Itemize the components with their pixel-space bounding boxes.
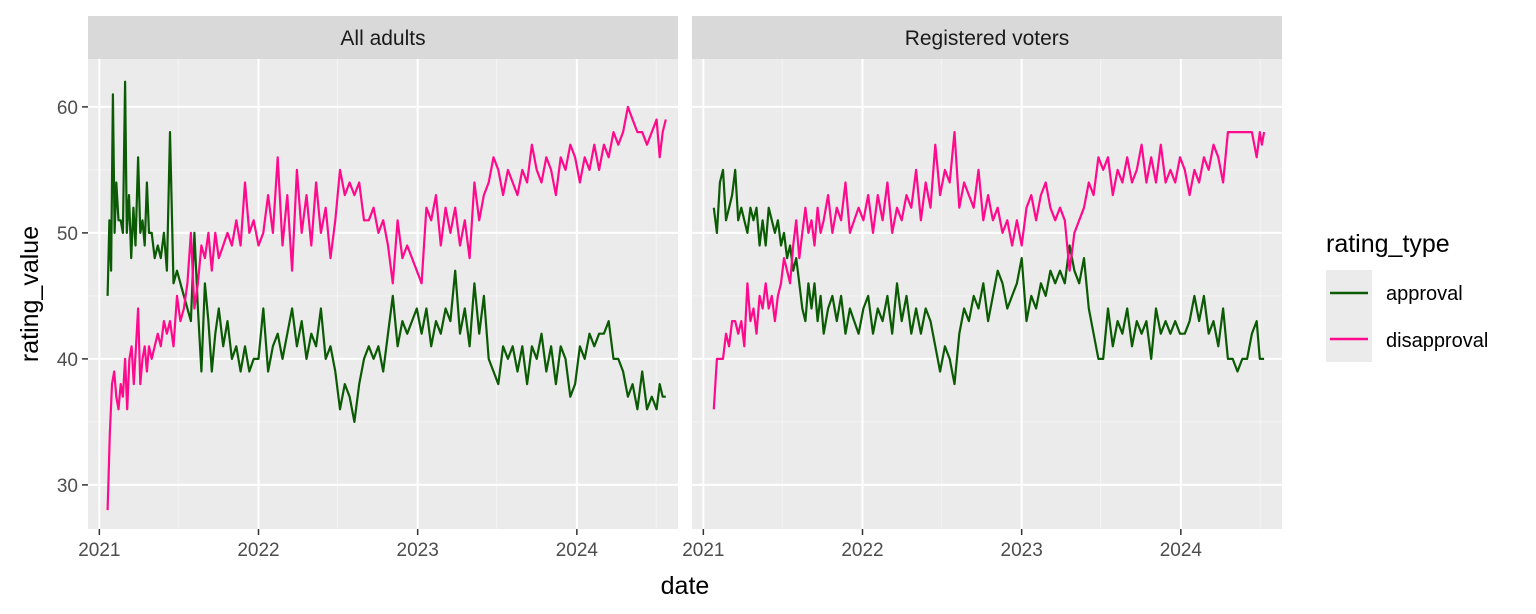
y-tick-label: 50 [57, 224, 78, 245]
strip-title: All adults [340, 27, 425, 50]
y-tick-label: 40 [57, 350, 78, 371]
x-tick-label: 2023 [1001, 540, 1043, 561]
x-tick-label: 2023 [397, 540, 439, 561]
series-line-disapproval [712, 131, 1266, 410]
plot-background [692, 59, 1282, 529]
series-lines [712, 131, 1266, 410]
legend-label-approval: approval [1386, 283, 1463, 305]
x-tick-label: 2024 [556, 540, 599, 561]
x-axis: 2021 2022 2023 2024 [78, 529, 598, 561]
strip-title: Registered voters [905, 27, 1070, 50]
grid [88, 59, 678, 529]
series-line-disapproval [106, 105, 667, 511]
x-tick-label: 2022 [841, 540, 883, 561]
x-axis: 2021 2022 2023 2024 [682, 529, 1202, 561]
legend-title: rating_type [1326, 230, 1450, 258]
x-axis-title: date [661, 572, 710, 600]
series-lines [106, 80, 667, 511]
strip-background [88, 16, 678, 59]
panel-all-adults: All adults 2021 2022 2023 2024 [78, 16, 678, 561]
legend-label-disapproval: disapproval [1386, 330, 1488, 352]
x-tick-label: 2021 [78, 540, 120, 561]
panel-registered-voters: Registered voters 2021 2022 2023 2024 [682, 16, 1282, 561]
y-tick-label: 30 [57, 476, 78, 497]
series-line-approval [712, 168, 1265, 386]
x-tick-label: 2021 [682, 540, 724, 561]
x-tick-label: 2022 [237, 540, 279, 561]
y-axis-title: rating_value [16, 226, 44, 362]
x-tick-label: 2024 [1160, 540, 1203, 561]
strip-background [692, 16, 1282, 59]
legend: rating_type approval disapproval [1326, 230, 1488, 362]
y-axis: 30 40 50 60 [57, 98, 88, 497]
y-tick-label: 60 [57, 98, 78, 119]
plot-background [88, 59, 678, 529]
grid [692, 59, 1282, 529]
series-line-approval [106, 80, 666, 423]
